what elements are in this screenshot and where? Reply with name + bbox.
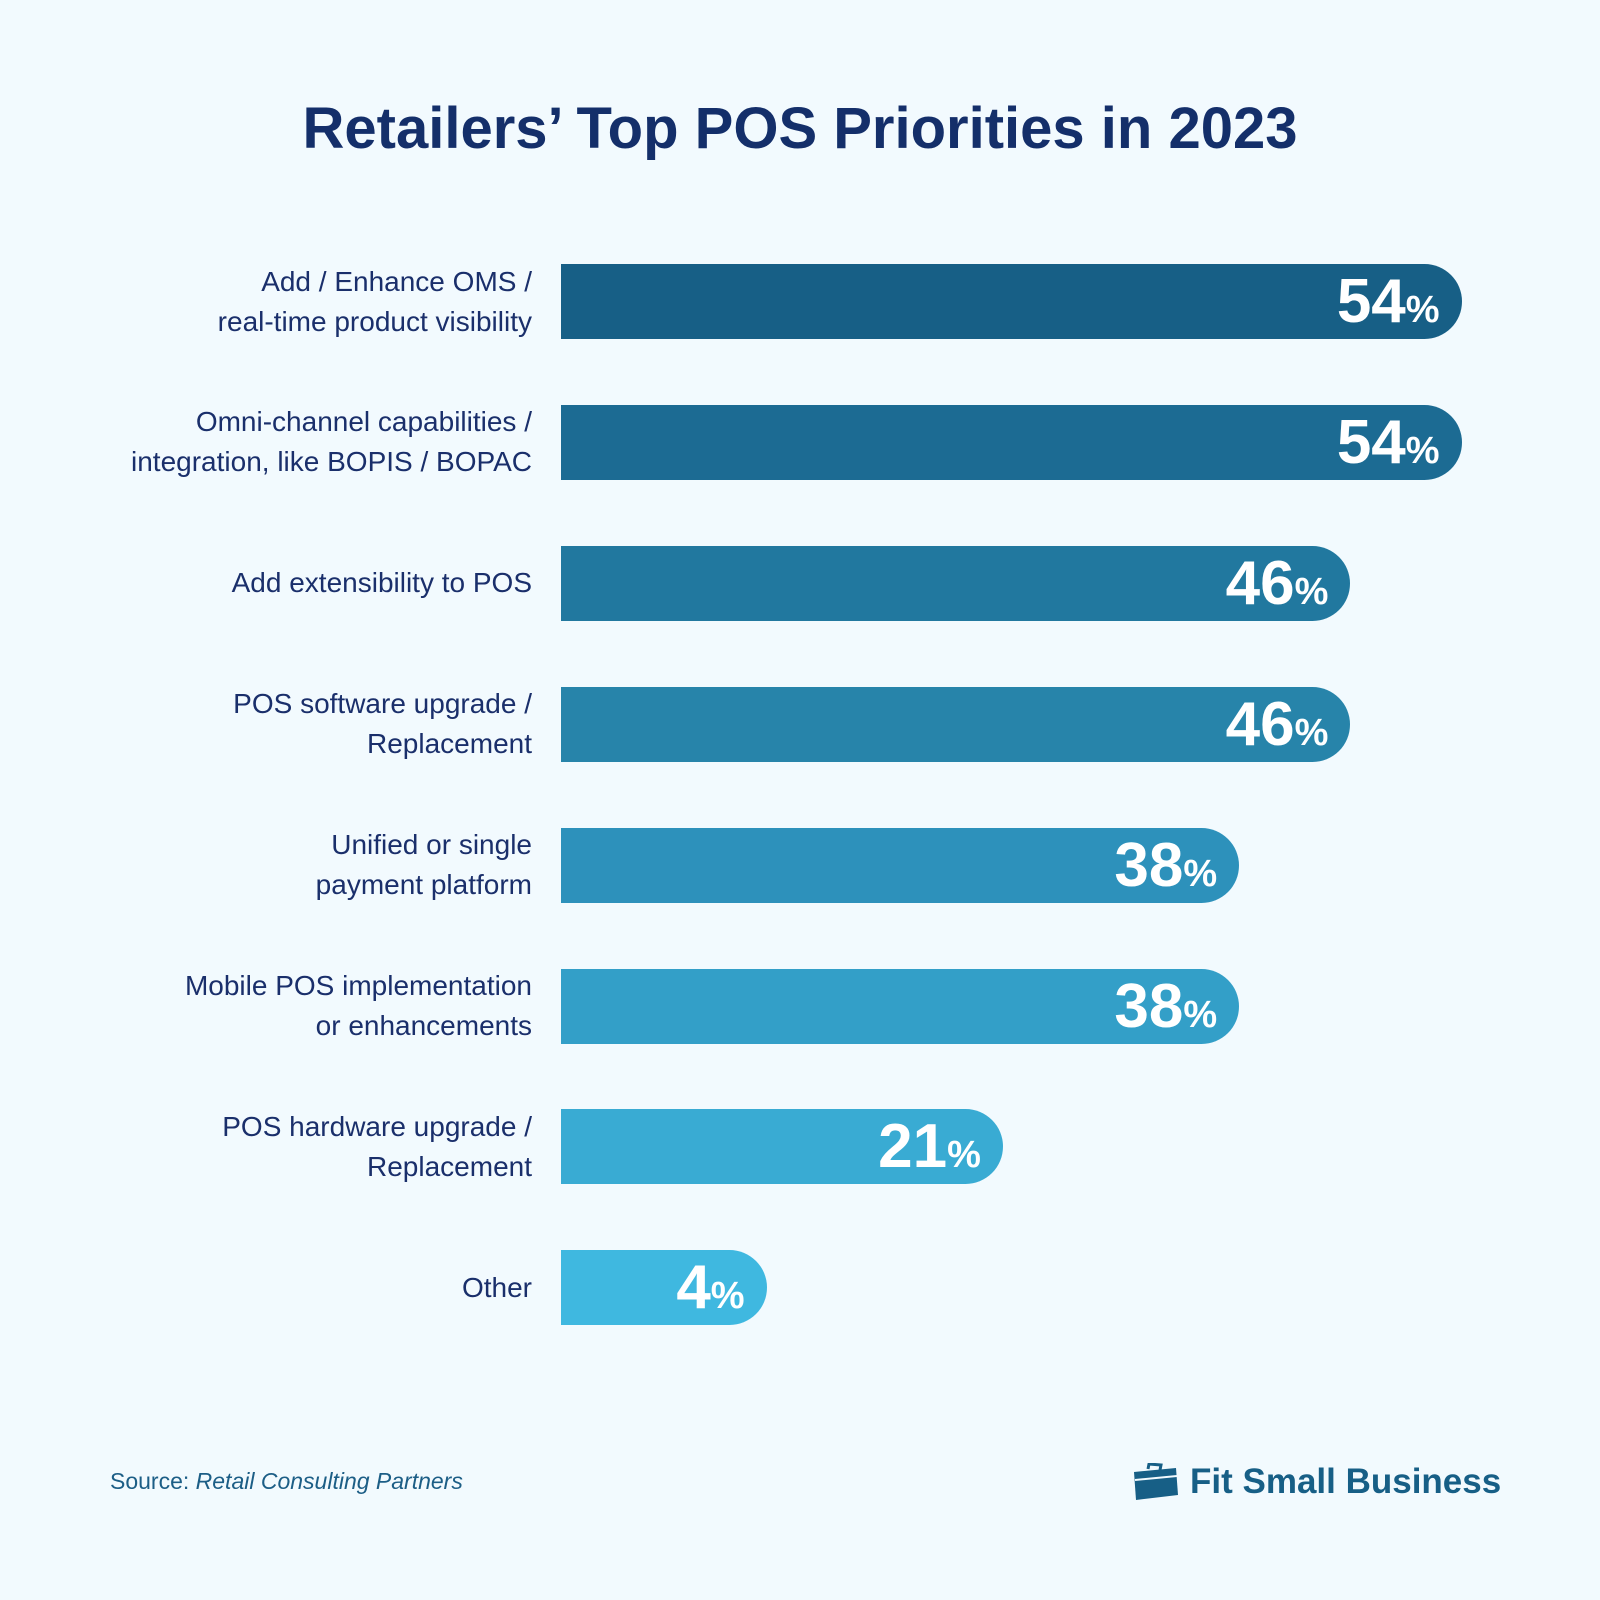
brand-name: Fit Small Business (1190, 1462, 1502, 1501)
bar: 38% (561, 827, 1240, 903)
category-label: Add / Enhance OMS / real-time product vis… (52, 262, 532, 342)
data-label: 38 (1114, 830, 1184, 900)
chart-title: Retailers’ Top POS Priorities in 2023 (302, 96, 1298, 161)
category-label-line: Omni-channel capabilities / (195, 406, 532, 438)
source-note: Source: Retail Consulting Partners (110, 1468, 463, 1495)
data-label: 46 (1225, 689, 1295, 759)
category-label: Other (52, 1268, 532, 1308)
data-label: 54 (1336, 267, 1406, 336)
category-label: POS software upgrade / Replacement (52, 684, 532, 764)
category-label-line: Unified or single (331, 829, 532, 861)
data-label: 54 (1336, 407, 1406, 477)
bar: 54% (561, 264, 1462, 339)
data-label: 38 (1114, 971, 1184, 1041)
data-label-unit: % (1294, 570, 1329, 613)
data-label-unit: % (947, 1134, 981, 1177)
data-label-unit: % (710, 1275, 745, 1318)
bar: 54% (561, 404, 1462, 480)
category-label-line: POS hardware upgrade / (222, 1110, 532, 1142)
bar: 38% (561, 968, 1240, 1044)
data-label: 21 (878, 1112, 948, 1182)
category-label-line: Add / Enhance OMS / (261, 265, 532, 297)
bar: 46% (561, 545, 1351, 621)
source-prefix: Source: (110, 1468, 196, 1494)
data-label: 4 (676, 1253, 711, 1323)
data-label: 46 (1225, 548, 1295, 618)
category-label: POS hardware upgrade / Replacement (52, 1107, 532, 1187)
bar: 21% (561, 1109, 1003, 1185)
bar: 46% (561, 686, 1351, 762)
category-label-line: Replacement (367, 1150, 532, 1182)
category-label-line: POS software upgrade / (233, 688, 532, 720)
data-label-unit: % (1183, 993, 1218, 1036)
category-label-line: integration, like BOPIS / BOPAC (131, 446, 532, 478)
category-label: Mobile POS implementation or enhancements (52, 966, 532, 1046)
data-label-unit: % (1183, 852, 1218, 895)
data-label-unit: % (1294, 711, 1329, 754)
category-label-line: Add extensibility to POS (231, 567, 532, 599)
category-label-line: or enhancements (315, 1010, 532, 1041)
category-label-line: Other (461, 1271, 532, 1303)
source-name: Retail Consulting Partners (195, 1468, 463, 1494)
category-label-line: real-time product visibility (217, 305, 532, 337)
category-label-line: Mobile POS implementation (184, 970, 532, 1001)
brand-logo: Fit Small Business (1132, 1462, 1501, 1502)
category-label: Unified or single payment platform (52, 825, 532, 905)
data-label-unit: % (1405, 289, 1440, 331)
data-label-unit: % (1405, 429, 1440, 472)
bar: 4% (561, 1250, 767, 1326)
category-label-line: payment platform (315, 869, 532, 901)
briefcase-icon (1134, 1463, 1178, 1500)
category-label-line: Replacement (367, 728, 532, 760)
category-label: Add extensibility to POS (52, 563, 532, 603)
category-label: Omni-channel capabilities / integration, … (52, 402, 532, 482)
